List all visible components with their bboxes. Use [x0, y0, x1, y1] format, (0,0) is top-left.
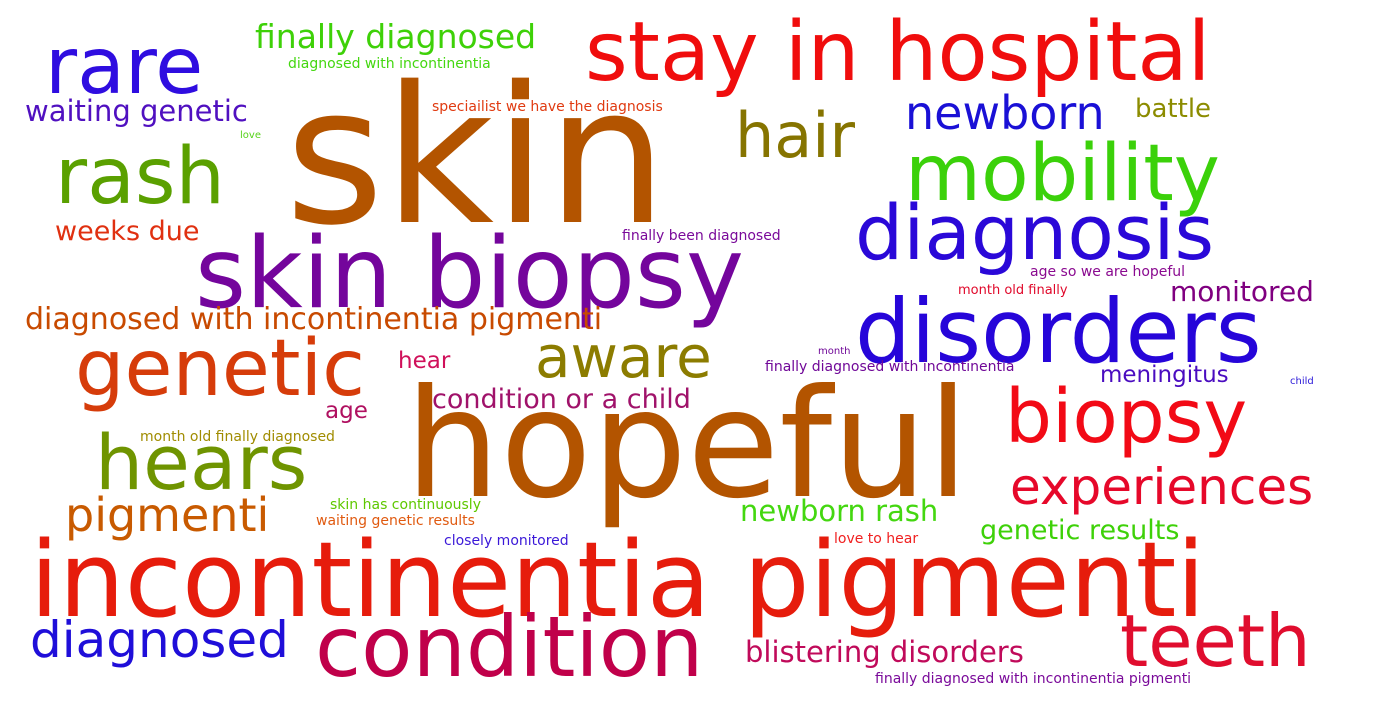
- word-child: child: [1290, 376, 1314, 387]
- word-aware: aware: [535, 323, 712, 391]
- word-condition: condition: [315, 598, 704, 696]
- word-skin-has-continuously: skin has continuously: [330, 497, 481, 513]
- word-hears: hears: [95, 418, 308, 507]
- word-genetic: genetic: [75, 324, 366, 414]
- word-genetic-results: genetic results: [980, 515, 1180, 546]
- word-biopsy: biopsy: [1005, 374, 1248, 460]
- word-finally-diagnosed-with-incontinentia: finally diagnosed with incontinentia: [765, 359, 1015, 375]
- word-newborn-rash: newborn rash: [740, 494, 939, 528]
- word-month: month: [818, 346, 851, 357]
- word-blistering-disorders: blistering disorders: [745, 635, 1024, 669]
- word-diagnosed-with-incontinentia-pigmenti: diagnosed with incontinentia pigmenti: [25, 302, 603, 337]
- word-incontinentia-pigmenti: incontinentia pigmenti: [30, 519, 1206, 641]
- word-closely-monitored: closely monitored: [444, 533, 569, 549]
- word-pigmenti: pigmenti: [65, 488, 270, 542]
- word-diagnosed-with-incontinentia: diagnosed with incontinentia: [288, 56, 491, 72]
- word-teeth: teeth: [1120, 599, 1311, 683]
- word-hear: hear: [398, 348, 451, 374]
- word-battle: battle: [1135, 94, 1212, 124]
- word-age: age: [325, 398, 368, 424]
- word-finally-diagnosed-with-incontinentia-pigmenti: finally diagnosed with incontinentia pig…: [875, 671, 1192, 687]
- word-waiting-genetic-results: waiting genetic results: [316, 513, 475, 529]
- word-age-so-we-are-hopeful: age so we are hopeful: [1030, 264, 1186, 280]
- word-speciailist-we-have-the-diagnosis: speciailist we have the diagnosis: [432, 99, 663, 115]
- word-disorders: disorders: [855, 280, 1262, 383]
- word-monitored: monitored: [1170, 275, 1314, 308]
- word-finally-been-diagnosed: finally been diagnosed: [622, 228, 781, 244]
- word-mobility: mobility: [905, 129, 1220, 219]
- word-hopeful: hopeful: [405, 358, 969, 532]
- word-love: love: [240, 130, 261, 141]
- word-meningitus: meningitus: [1100, 362, 1229, 388]
- word-month-old-finally-diagnosed: month old finally diagnosed: [140, 429, 335, 445]
- word-waiting-genetic: waiting genetic: [25, 94, 248, 128]
- word-rash: rash: [55, 132, 225, 222]
- word-condition-or-a-child: condition or a child: [432, 384, 691, 415]
- word-hair: hair: [735, 99, 856, 172]
- word-love-to-hear: love to hear: [834, 531, 919, 547]
- word-weeks-due: weeks due: [55, 216, 200, 247]
- word-newborn: newborn: [905, 86, 1105, 140]
- word-rare: rare: [45, 22, 204, 112]
- word-finally-diagnosed: finally diagnosed: [255, 17, 537, 56]
- word-month-old-finally: month old finally: [958, 283, 1068, 298]
- word-diagnosis: diagnosis: [855, 188, 1215, 277]
- word-skin: skin: [285, 46, 668, 267]
- word-diagnosed: diagnosed: [30, 611, 289, 669]
- word-experiences: experiences: [1010, 458, 1314, 516]
- word-skin-biopsy: skin biopsy: [195, 217, 744, 331]
- word-stay-in-hospital: stay in hospital: [585, 5, 1211, 100]
